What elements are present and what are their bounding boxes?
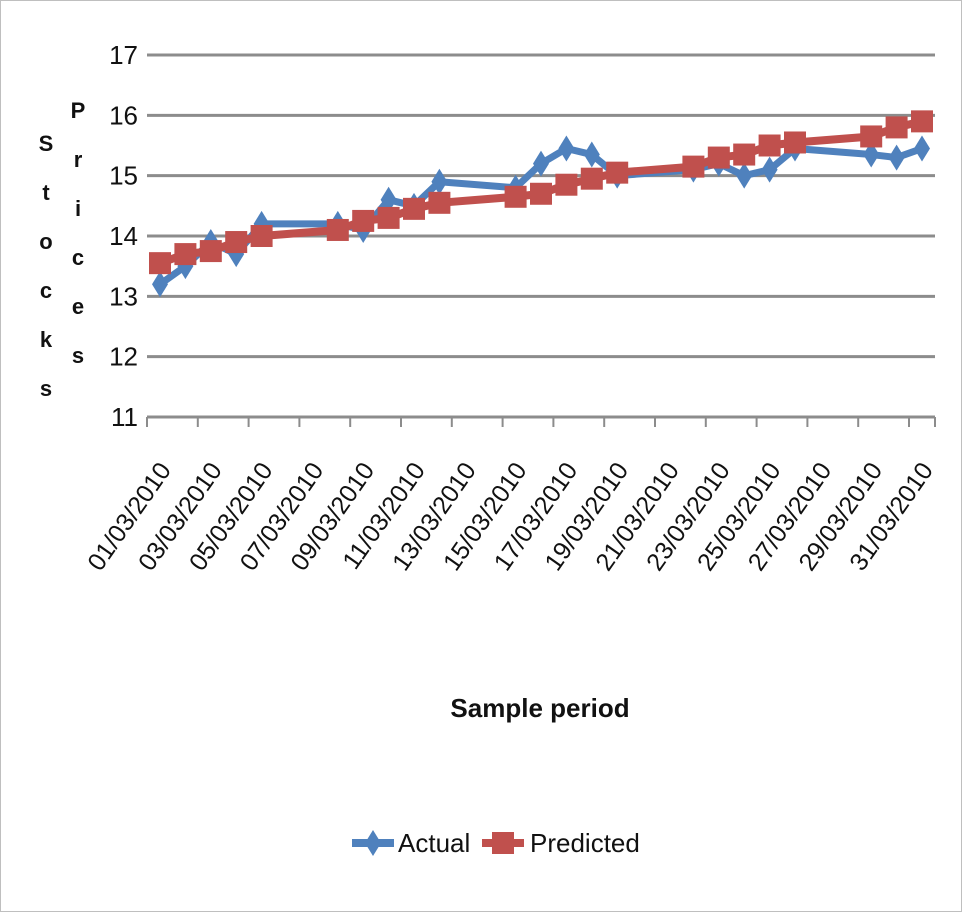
data-point-predicted xyxy=(149,252,171,275)
data-point-actual xyxy=(583,141,600,168)
x-tick-labels: 01/03/201003/03/201005/03/201007/03/2010… xyxy=(82,457,939,576)
data-point-predicted xyxy=(504,185,527,208)
data-point-predicted xyxy=(225,231,248,254)
y-axis-label-char: i xyxy=(74,196,82,221)
data-point-predicted xyxy=(174,243,197,266)
data-point-actual xyxy=(152,271,168,298)
legend-label-actual: Actual xyxy=(398,828,470,858)
data-point-predicted xyxy=(580,167,603,190)
data-point-actual xyxy=(533,150,549,177)
y-axis-label-char: o xyxy=(39,229,53,254)
x-axis-label: Sample period xyxy=(450,693,629,723)
data-point-actual xyxy=(736,162,753,189)
data-point-predicted xyxy=(326,218,349,241)
data-point-predicted xyxy=(682,155,705,178)
data-point-predicted xyxy=(352,209,375,232)
data-point-predicted xyxy=(403,197,425,220)
data-point-actual xyxy=(914,135,930,162)
y-tick-label: 16 xyxy=(109,100,138,130)
data-point-predicted xyxy=(606,161,629,184)
data-point-predicted xyxy=(377,206,400,229)
data-point-actual xyxy=(761,156,778,183)
y-tick-label: 12 xyxy=(109,342,138,372)
data-point-predicted xyxy=(199,240,222,263)
data-point-predicted xyxy=(250,225,273,247)
data-point-predicted xyxy=(860,125,883,148)
data-point-predicted xyxy=(885,116,908,139)
y-tick-label: 14 xyxy=(109,221,138,251)
y-tick-label: 13 xyxy=(109,281,138,311)
data-point-actual xyxy=(888,144,905,171)
y-axis-label-char: P xyxy=(70,98,86,123)
y-axis-label-char: t xyxy=(42,180,50,205)
y-axis-label-char: c xyxy=(71,245,85,270)
data-point-predicted xyxy=(784,131,806,154)
y-axis-label-char: k xyxy=(39,327,53,352)
y-axis-label-char: S xyxy=(38,131,54,156)
data-point-predicted xyxy=(733,143,756,166)
y-tick-labels: 11 12 13 14 15 16 17 xyxy=(109,40,138,432)
y-axis-label-char: s xyxy=(71,343,85,368)
data-point-predicted xyxy=(555,173,578,196)
y-axis-label-char: r xyxy=(73,147,83,172)
legend-label-predicted: Predicted xyxy=(530,828,640,858)
series-lines xyxy=(149,110,933,298)
y-axis-label-char: c xyxy=(39,278,53,303)
legend-marker-actual xyxy=(365,830,381,856)
data-point-predicted xyxy=(911,110,933,133)
data-point-actual xyxy=(558,135,575,162)
data-point-predicted xyxy=(530,182,552,205)
y-tick-label: 17 xyxy=(109,40,138,70)
data-point-actual xyxy=(863,141,880,168)
data-point-actual xyxy=(177,253,194,280)
data-point-actual xyxy=(431,168,448,195)
legend: Actual Predicted xyxy=(352,828,640,858)
y-axis-label-char: s xyxy=(39,376,53,401)
y-tick-label: 15 xyxy=(109,161,138,191)
data-point-predicted xyxy=(428,191,451,214)
y-axis-label-char: e xyxy=(71,294,85,319)
data-point-predicted xyxy=(707,146,730,169)
y-tick-label: 11 xyxy=(111,402,138,432)
legend-marker-predicted xyxy=(492,832,514,854)
data-point-predicted xyxy=(758,134,781,157)
data-point-actual xyxy=(380,186,397,213)
